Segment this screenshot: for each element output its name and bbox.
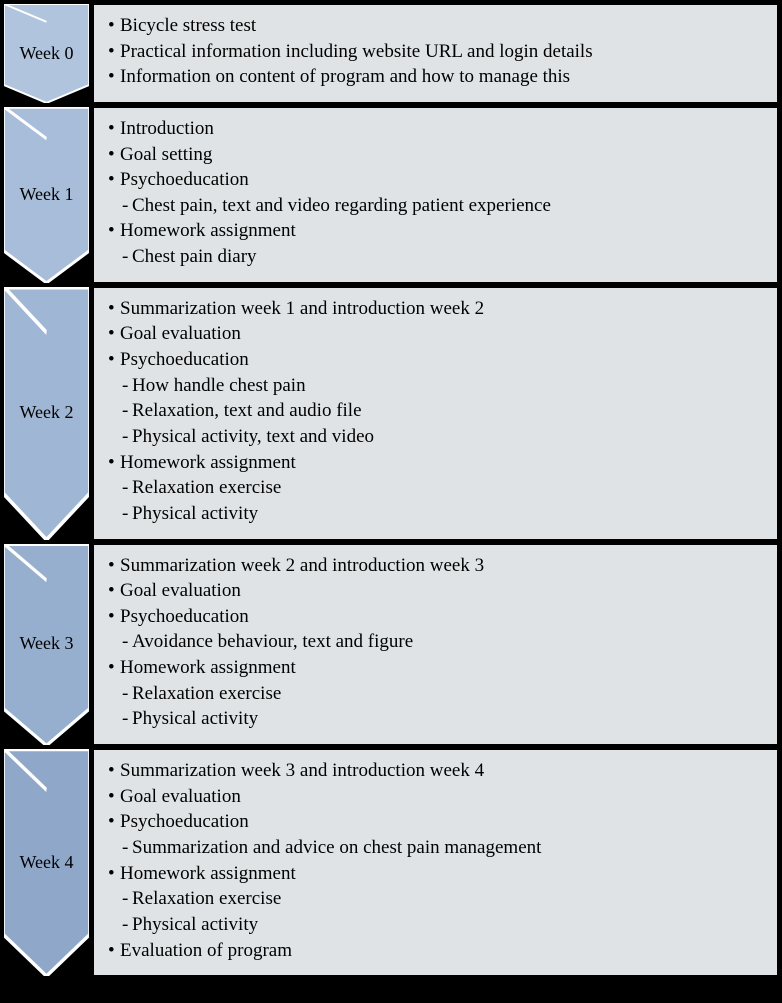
list-item: Evaluation of program	[108, 938, 767, 964]
list-item: Psychoeducation	[108, 809, 767, 835]
week-arrow: Week 0	[4, 4, 89, 103]
week-row: Week 0 Bicycle stress testPractical infor…	[4, 4, 778, 103]
list-item: Homework assignment	[108, 450, 767, 476]
list-item: Goal evaluation	[108, 578, 767, 604]
list-item: Goal setting	[108, 142, 767, 168]
list-subitem: Chest pain diary	[108, 244, 767, 270]
list-subitem: How handle chest pain	[108, 373, 767, 399]
list-subitem: Chest pain, text and video regarding pat…	[108, 193, 767, 219]
list-item: Psychoeducation	[108, 604, 767, 630]
week-content: IntroductionGoal settingPsychoeducationC…	[93, 107, 778, 283]
list-subitem: Physical activity, text and video	[108, 424, 767, 450]
list-item: Information on content of program and ho…	[108, 64, 767, 90]
list-subitem: Relaxation exercise	[108, 886, 767, 912]
week-content: Summarization week 1 and introduction we…	[93, 287, 778, 540]
week-label: Week 2	[15, 403, 77, 423]
week-row: Week 3 Summarization week 2 and introduct…	[4, 544, 778, 745]
week-item-list: IntroductionGoal settingPsychoeducationC…	[108, 116, 767, 270]
list-item: Psychoeducation	[108, 347, 767, 373]
week-label: Week 1	[15, 185, 77, 205]
week-label: Week 0	[15, 44, 77, 64]
list-subitem: Physical activity	[108, 706, 767, 732]
week-row: Week 4 Summarization week 3 and introduct…	[4, 749, 778, 976]
week-content: Summarization week 3 and introduction we…	[93, 749, 778, 976]
list-subitem: Relaxation, text and audio file	[108, 398, 767, 424]
list-subitem: Relaxation exercise	[108, 475, 767, 501]
week-item-list: Summarization week 3 and introduction we…	[108, 758, 767, 963]
list-item: Homework assignment	[108, 861, 767, 887]
list-item: Practical information including website …	[108, 39, 767, 65]
list-item: Homework assignment	[108, 218, 767, 244]
list-item: Psychoeducation	[108, 167, 767, 193]
program-flow-diagram: Week 0 Bicycle stress testPractical infor…	[4, 4, 778, 976]
week-arrow: Week 3	[4, 544, 89, 745]
list-item: Summarization week 3 and introduction we…	[108, 758, 767, 784]
list-subitem: Physical activity	[108, 912, 767, 938]
list-item: Summarization week 2 and introduction we…	[108, 553, 767, 579]
week-content: Summarization week 2 and introduction we…	[93, 544, 778, 745]
week-label: Week 3	[15, 634, 77, 654]
week-content: Bicycle stress testPractical information…	[93, 4, 778, 103]
list-item: Goal evaluation	[108, 784, 767, 810]
list-subitem: Physical activity	[108, 501, 767, 527]
week-row: Week 1 IntroductionGoal settingPsychoeduc…	[4, 107, 778, 283]
list-item: Bicycle stress test	[108, 13, 767, 39]
week-item-list: Summarization week 2 and introduction we…	[108, 553, 767, 732]
week-item-list: Summarization week 1 and introduction we…	[108, 296, 767, 527]
list-subitem: Summarization and advice on chest pain m…	[108, 835, 767, 861]
list-subitem: Avoidance behaviour, text and figure	[108, 629, 767, 655]
list-item: Introduction	[108, 116, 767, 142]
week-arrow: Week 2	[4, 287, 89, 540]
list-subitem: Relaxation exercise	[108, 681, 767, 707]
list-item: Homework assignment	[108, 655, 767, 681]
week-row: Week 2 Summarization week 1 and introduct…	[4, 287, 778, 540]
week-label: Week 4	[15, 853, 77, 873]
list-item: Goal evaluation	[108, 321, 767, 347]
week-arrow: Week 1	[4, 107, 89, 283]
week-arrow: Week 4	[4, 749, 89, 976]
list-item: Summarization week 1 and introduction we…	[108, 296, 767, 322]
week-item-list: Bicycle stress testPractical information…	[108, 13, 767, 90]
